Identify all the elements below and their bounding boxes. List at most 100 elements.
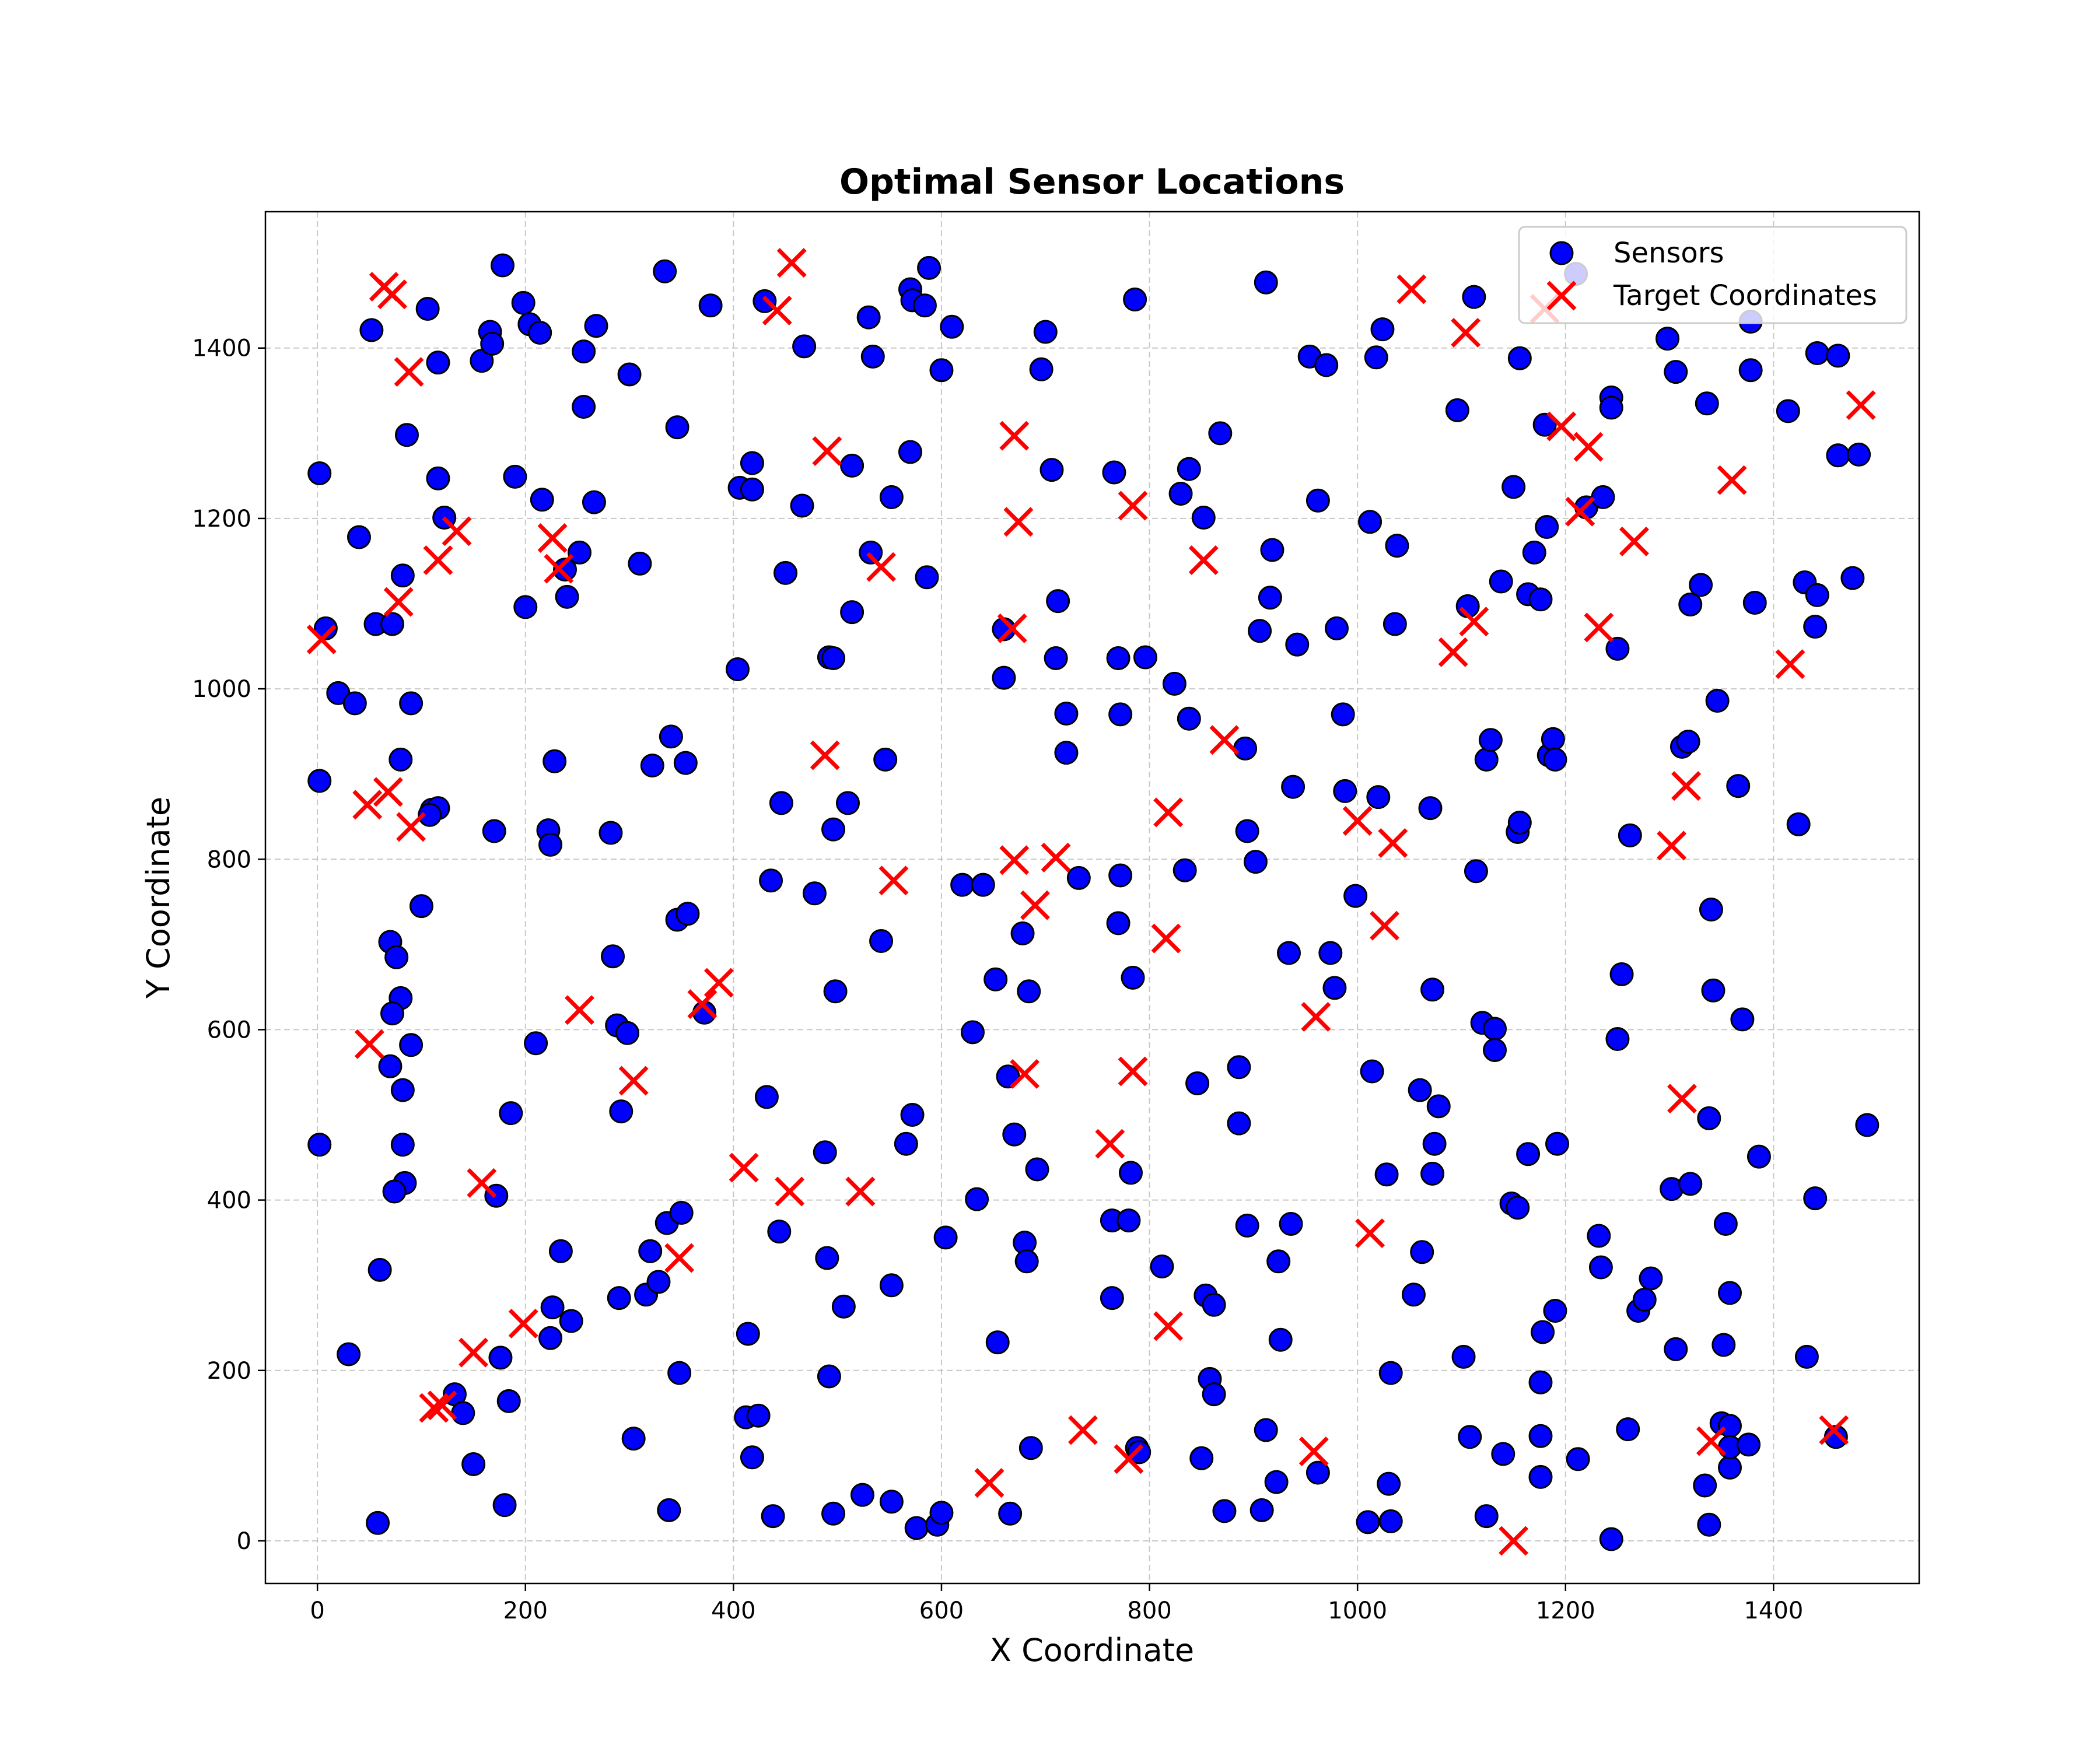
target-point (997, 613, 1027, 643)
sensor-point (1168, 482, 1193, 506)
sensor-point (1123, 287, 1147, 311)
sensor-point (628, 551, 652, 576)
x-tick-label: 800 (1127, 1597, 1171, 1624)
sensor-point (840, 453, 864, 478)
target-point (537, 523, 568, 553)
sensor-point (1726, 774, 1751, 798)
target-point (1355, 1218, 1385, 1249)
legend-sensors-label: Sensors (1614, 237, 1724, 269)
sensor-point (359, 318, 384, 342)
sensor-point (1258, 586, 1282, 610)
target-point (704, 968, 734, 998)
sensor-point (368, 1257, 392, 1282)
y-tick-label: 0 (237, 1528, 251, 1555)
target-point (1342, 806, 1373, 836)
sensor-point (1033, 320, 1058, 344)
sensor-point (673, 751, 698, 775)
target-point (1068, 1415, 1098, 1445)
sensor-point (503, 464, 527, 489)
sensor-point (1116, 1208, 1141, 1233)
sensor-point (1483, 1017, 1507, 1041)
sensor-point (1826, 344, 1850, 368)
sensor-point (621, 1427, 646, 1451)
sensor-point (1695, 391, 1719, 416)
sensor-point (929, 358, 954, 383)
target-point (1020, 890, 1050, 920)
target-point (687, 989, 718, 1019)
sensor-point (538, 832, 563, 857)
sensor-point (792, 334, 817, 359)
x-tick-label: 1200 (1536, 1597, 1595, 1624)
sensor-point (1697, 1106, 1721, 1130)
sensor-point (1566, 1447, 1590, 1471)
target-point (1396, 274, 1427, 304)
target-point (1584, 612, 1614, 643)
sensor-point (879, 1490, 904, 1514)
sensor-point (1599, 395, 1623, 420)
sensor-point (1712, 1333, 1736, 1357)
sensor-point (1451, 1344, 1476, 1369)
sensor-point (1786, 812, 1811, 836)
sensor-point (409, 894, 433, 919)
sensor-point (582, 490, 606, 514)
y-tick-label: 800 (207, 846, 251, 873)
target-point (1819, 1415, 1849, 1445)
sensor-point (307, 1133, 332, 1157)
sensor-point (929, 1501, 954, 1525)
target-point (1153, 797, 1184, 828)
sensor-point (553, 558, 578, 582)
sensor-point (1742, 591, 1767, 615)
sensor-point (761, 1504, 785, 1529)
sensor-point (915, 565, 939, 590)
target-point (1573, 432, 1604, 462)
y-tick-label: 200 (207, 1358, 251, 1385)
sensor-point (813, 1140, 837, 1165)
sensor-point (1491, 1442, 1516, 1466)
sensor-point (1378, 1509, 1403, 1533)
sensor-point (835, 791, 860, 815)
sensor-point (1507, 810, 1532, 835)
sensor-point (1616, 1417, 1640, 1442)
sensor-point (382, 1179, 407, 1204)
sensor-point (1227, 1111, 1251, 1136)
legend-targets-label: Target Coordinates (1613, 279, 1877, 312)
sensor-point (567, 540, 592, 565)
sensor-point (598, 821, 623, 845)
target-point (1188, 545, 1219, 575)
target-point (999, 421, 1030, 451)
sensor-point (1366, 785, 1391, 810)
target-point (812, 436, 842, 466)
sensor-point (940, 314, 964, 339)
sensor-point (1478, 728, 1503, 752)
target-point (1619, 526, 1649, 556)
sensor-point (752, 289, 777, 313)
sensor-point (418, 803, 442, 827)
x-tick-label: 200 (503, 1597, 548, 1624)
target-point (423, 545, 453, 575)
sensor-point (1847, 442, 1871, 467)
sensor-point (746, 1403, 771, 1428)
sensor-point (1535, 515, 1559, 539)
sensor-point (461, 1452, 486, 1476)
target-point (1003, 507, 1034, 537)
sensor-point (1689, 573, 1713, 597)
sensor-point (665, 415, 690, 440)
y-tick-label: 600 (207, 1017, 251, 1043)
sensor-point (1133, 645, 1157, 670)
sensor-point (996, 1064, 1020, 1089)
target-point (442, 516, 472, 546)
sensor-point (698, 293, 723, 318)
sensor-point (965, 1187, 989, 1211)
sensor-point (380, 612, 405, 636)
sensor-point (1664, 1337, 1688, 1361)
sensor-point (1587, 1224, 1611, 1248)
legend-sensors-marker (1549, 241, 1574, 265)
sensor-point (831, 1294, 856, 1319)
target-point (1370, 910, 1400, 941)
sensor-point (530, 488, 554, 512)
sensor-point (426, 351, 450, 375)
target-point (1151, 923, 1181, 954)
sensor-point (1464, 859, 1488, 884)
